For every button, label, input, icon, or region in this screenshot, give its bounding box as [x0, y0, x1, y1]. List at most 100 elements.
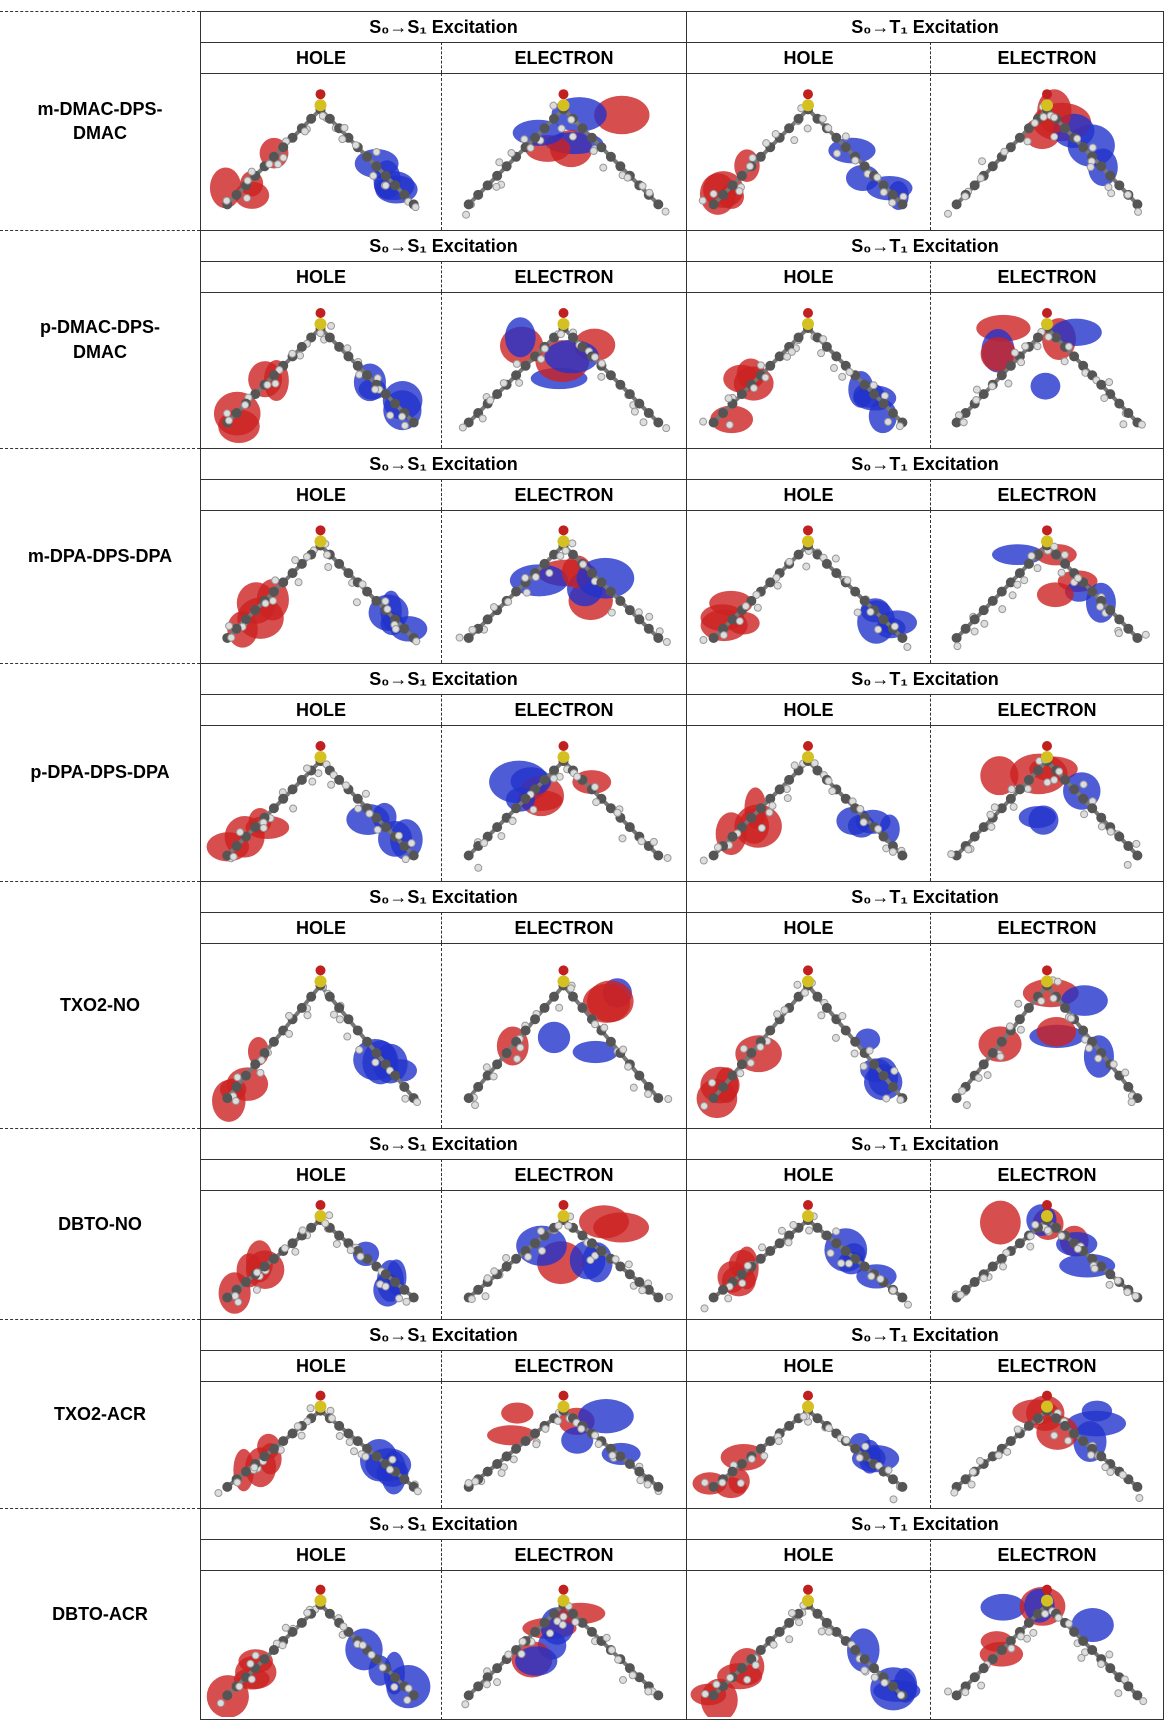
image-cell: [200, 1570, 441, 1720]
atom: [828, 787, 837, 796]
atom: [760, 1452, 769, 1461]
excitation-header: S₀→S₁ Excitation: [200, 230, 686, 261]
atom: [352, 598, 361, 607]
atom: [1100, 394, 1109, 403]
image-cell: [441, 292, 686, 448]
excitation-header: S₀→T₁ Excitation: [686, 1319, 1164, 1350]
atom: [356, 1252, 365, 1261]
atom: [1097, 1660, 1106, 1669]
atom: [643, 408, 654, 419]
atom: [790, 136, 799, 145]
atom: [802, 535, 814, 548]
orbital-header: ELECTRON: [441, 261, 686, 292]
atom: [586, 132, 597, 143]
atom: [493, 1678, 502, 1687]
atom: [261, 599, 270, 608]
atom: [831, 554, 840, 563]
atom: [637, 837, 646, 846]
atom: [462, 210, 471, 219]
atom: [708, 850, 719, 861]
atom: [557, 1594, 570, 1607]
molecule-image: [951, 1200, 1143, 1303]
atom: [566, 984, 575, 993]
atom: [315, 1200, 326, 1211]
atom: [645, 612, 654, 621]
atom: [558, 1620, 567, 1629]
atom: [327, 321, 336, 330]
atom: [1042, 741, 1052, 751]
atom: [278, 793, 289, 804]
atom: [391, 625, 400, 634]
atom: [471, 1101, 480, 1110]
atom: [321, 1219, 330, 1228]
atom: [1114, 180, 1125, 191]
atom: [1078, 360, 1089, 371]
molecule-image: [214, 1390, 422, 1497]
atom: [381, 597, 390, 606]
molecule-image: [206, 741, 423, 864]
atom: [736, 1479, 745, 1488]
atom: [222, 1292, 233, 1303]
orbital-lobe: [390, 819, 423, 861]
atom: [497, 832, 506, 841]
atom: [1078, 1025, 1089, 1036]
atom: [1132, 850, 1143, 861]
atom: [1107, 189, 1116, 198]
atom: [972, 385, 981, 394]
atom: [793, 549, 804, 560]
atom: [314, 751, 327, 763]
atom: [878, 1070, 889, 1081]
atom: [743, 1675, 752, 1684]
atom: [303, 1608, 312, 1617]
molecule-name: DBTO-NO: [0, 1128, 200, 1319]
atom: [1005, 360, 1016, 371]
orbital-lobe: [1036, 582, 1074, 608]
atom: [1057, 568, 1066, 577]
atom: [978, 389, 989, 400]
atom: [967, 1480, 976, 1489]
atom: [296, 1002, 307, 1013]
atom: [996, 370, 1007, 381]
atom: [793, 980, 802, 989]
orbital-lobe: [699, 173, 736, 215]
atom: [240, 614, 251, 625]
atom: [850, 1645, 861, 1656]
atom: [482, 831, 493, 842]
atom: [960, 1474, 971, 1485]
atom: [1053, 977, 1062, 986]
atom: [765, 1246, 776, 1257]
atom: [1023, 784, 1032, 793]
atom: [832, 1227, 841, 1236]
atom: [323, 550, 332, 559]
atom: [765, 360, 776, 371]
atom: [878, 398, 889, 409]
atom: [619, 1045, 628, 1054]
atom: [644, 1090, 653, 1099]
atom: [599, 163, 608, 172]
atom: [390, 1070, 401, 1081]
atom: [287, 132, 298, 143]
atom: [1014, 132, 1025, 143]
atom: [567, 549, 578, 560]
atom: [1027, 551, 1036, 560]
atom: [306, 332, 317, 343]
orbital-header: ELECTRON: [930, 261, 1164, 292]
atom: [803, 308, 813, 318]
atom: [568, 539, 577, 548]
atom: [1123, 1081, 1134, 1092]
atom: [408, 850, 419, 861]
atom: [726, 1673, 735, 1682]
atom: [559, 1612, 568, 1621]
atom: [526, 143, 535, 152]
atom: [371, 161, 382, 172]
orbital-header: HOLE: [686, 1350, 930, 1381]
atom: [774, 351, 785, 362]
atom: [953, 642, 962, 651]
image-cell: [930, 73, 1164, 230]
atom: [859, 1062, 868, 1071]
atom: [624, 1260, 633, 1269]
molecule-image: [209, 89, 420, 212]
atom: [268, 1443, 279, 1454]
orbital-header: HOLE: [200, 479, 441, 510]
atom: [473, 1284, 484, 1295]
